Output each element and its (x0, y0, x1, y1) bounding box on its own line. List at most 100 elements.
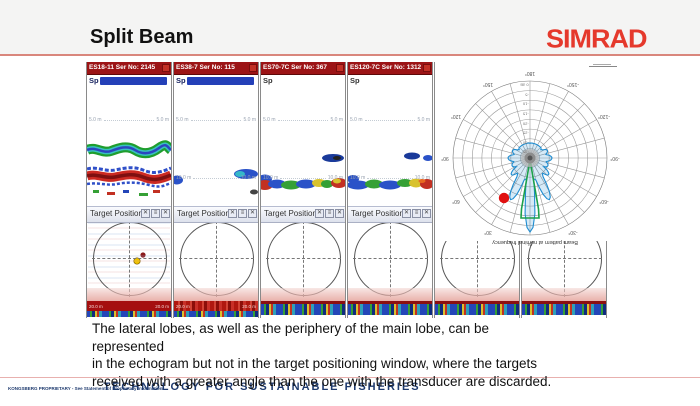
panel-titlebar[interactable]: ES18-11 Ser No: 2145 (87, 62, 171, 75)
mode-label: Sp (89, 76, 99, 85)
depth-label-20m: 20.0 m (89, 303, 103, 309)
depth-line-10m: 10.0 m 10.0 m (261, 174, 345, 182)
sp-row: Sp (87, 75, 171, 87)
panel-titlebar[interactable]: ES70-7C Ser No: 367 (261, 62, 345, 75)
target-position-titlebar[interactable]: Target Position ✕ ≡ ✕ (174, 206, 258, 223)
target-position-titlebar[interactable]: Target Position ✕ ≡ ✕ (87, 206, 171, 223)
depth-label-20m: 20.0 m (242, 303, 256, 309)
seabed-line (435, 304, 519, 315)
mode-label: Sp (350, 76, 360, 85)
target-position-circle (180, 222, 254, 296)
bottom-red-line (522, 301, 606, 304)
footer-tagline: TECHNOLOGY FOR SUSTAINABLE FISHERIES (103, 381, 421, 393)
adjust-icon[interactable]: ✕ (228, 209, 237, 218)
echo-trace (261, 154, 345, 190)
echo-trace (348, 152, 432, 190)
mode-label: Sp (176, 76, 186, 85)
close-icon[interactable] (162, 64, 170, 72)
page-title: Split Beam (90, 26, 194, 48)
close-icon[interactable]: ✕ (248, 209, 257, 218)
angle-label: -120° (597, 112, 610, 119)
angle-label: -60° (598, 197, 609, 204)
close-icon[interactable]: ✕ (335, 209, 344, 218)
angle-label: 150° (482, 81, 493, 88)
crosshair-horizontal (440, 258, 515, 259)
sp-row: Sp (261, 75, 345, 87)
angle-label: 60° (452, 197, 461, 204)
target-position-titlebar[interactable]: Target Position ✕ ≡ ✕ (348, 206, 432, 223)
echo-trace (87, 140, 171, 265)
depth-label: 5.0 m (243, 117, 256, 123)
close-icon[interactable]: ✕ (161, 209, 170, 218)
echogram-panel-es120[interactable]: ES120-7C Ser No: 1312 Sp 5.0 m 5.0 m 10.0… (347, 62, 433, 318)
bottom-echo-band (174, 288, 258, 301)
depth-line-5m: 5.0 m 5.0 m (348, 116, 432, 124)
depth-line-5m: 5.0 m 5.0 m (261, 116, 345, 124)
menu-icon[interactable]: ≡ (412, 209, 421, 218)
menu-icon[interactable]: ≡ (151, 209, 160, 218)
fine-print-text (589, 64, 617, 67)
depth-label: 5.0 m (89, 117, 102, 123)
bottom-red-band: 20.0 m 20.0 m (174, 301, 258, 311)
bottom-echo-band (261, 288, 345, 301)
db-scale-label: -10 (522, 101, 529, 107)
menu-icon[interactable]: ≡ (325, 209, 334, 218)
crosshair-horizontal (179, 258, 254, 259)
db-scale-label: -15 (522, 111, 529, 117)
depth-label: 10.0 m (414, 175, 430, 181)
beam-pattern-plot: 0° 30° 60° 90° 120° 150° 180° -150° -120° -90° -60… (437, 57, 700, 246)
depth-label: 10.0 m (350, 175, 366, 181)
bottom-echo-band (522, 288, 606, 301)
crosshair-vertical (477, 221, 478, 297)
panel-titlebar[interactable]: ES120-7C Ser No: 1312 (348, 62, 432, 75)
tvg-bar (100, 77, 167, 85)
target-position-title: Target Position (264, 209, 317, 218)
angle-label: -30° (567, 228, 578, 235)
close-icon[interactable] (423, 64, 431, 72)
depth-label: 10.0 m (263, 175, 279, 181)
depth-line-5m: 5.0 m 5.0 m (174, 116, 258, 124)
simrad-logo: SIMRAD (546, 24, 647, 54)
beam-pattern-chart (452, 80, 608, 236)
close-icon[interactable] (249, 64, 257, 72)
menu-icon[interactable]: ≡ (238, 209, 247, 218)
close-icon[interactable]: ✕ (422, 209, 431, 218)
echogram-panel-es18[interactable]: ES18-11 Ser No: 2145 Sp 5.0 m 5.0 m Targe… (86, 62, 172, 318)
angle-label: 30° (483, 228, 492, 235)
echo-trace (174, 169, 258, 195)
target-position-circle (93, 222, 167, 296)
panel-titlebar[interactable]: ES38-7 Ser No: 115 (174, 62, 258, 75)
adjust-icon[interactable]: ✕ (141, 209, 150, 218)
target-position-circle (354, 222, 428, 296)
depth-label: 10.0 m (240, 175, 256, 181)
bottom-red-line (435, 301, 519, 304)
depth-label: 5.0 m (176, 117, 189, 123)
depth-label: 5.0 m (417, 117, 430, 123)
target-position-title: Target Position (177, 209, 230, 218)
crosshair-horizontal (92, 258, 167, 259)
depth-label: 5.0 m (156, 117, 169, 123)
echogram-panel-es70[interactable]: ES70-7C Ser No: 367 Sp 5.0 m 5.0 m 10.0 m… (260, 62, 346, 318)
depth-label: 5.0 m (330, 117, 343, 123)
header-strip (0, 0, 700, 54)
beam-pattern-caption: Beam pattern at nominal frequency (492, 239, 578, 245)
depth-line-5m: 5.0 m 5.0 m (87, 116, 171, 124)
db-scale-label: -25 (522, 130, 529, 136)
depth-label: 10.0 m (327, 175, 343, 181)
depth-label-20m: 20.0 m (176, 303, 190, 309)
adjust-icon[interactable]: ✕ (402, 209, 411, 218)
db-scale-label: -35 (522, 149, 529, 155)
target-position-titlebar[interactable]: Target Position ✕ ≡ ✕ (261, 206, 345, 223)
angle-label: -150° (566, 81, 579, 88)
slide-body-text: The lateral lobes, as well as the periph… (92, 321, 552, 389)
header-divider (0, 54, 700, 56)
seabed-line (87, 311, 171, 317)
footer-divider (0, 377, 700, 378)
adjust-icon[interactable]: ✕ (315, 209, 324, 218)
angle-label: 180° (524, 70, 536, 76)
mode-label: Sp (263, 76, 273, 85)
seabed-line (522, 304, 606, 315)
close-icon[interactable] (336, 64, 344, 72)
